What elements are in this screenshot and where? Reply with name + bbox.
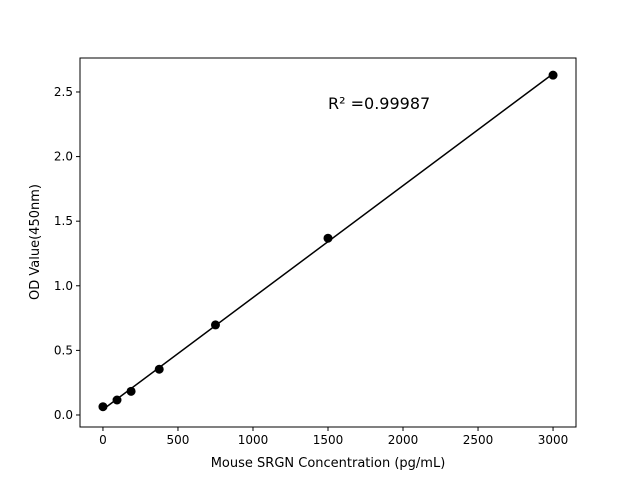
- x-tick-label: 500: [167, 433, 190, 447]
- data-point: [154, 364, 164, 374]
- y-tick-label: 2.0: [54, 150, 73, 164]
- x-axis-label: Mouse SRGN Concentration (pg/mL): [211, 456, 446, 471]
- data-point: [210, 320, 220, 330]
- y-tick-label: 1.0: [54, 279, 73, 293]
- x-tick-label: 3000: [538, 433, 569, 447]
- y-tick-label: 1.5: [54, 214, 73, 228]
- r-squared-annotation: R² =0.99987: [328, 94, 430, 113]
- y-tick-label: 0.5: [54, 343, 73, 357]
- data-point: [112, 395, 122, 405]
- y-tick-label: 0.0: [54, 408, 73, 422]
- data-point: [548, 70, 558, 80]
- y-tick-label: 2.5: [54, 85, 73, 99]
- x-tick-label: 2000: [388, 433, 419, 447]
- y-axis-label: OD Value(450nm): [28, 184, 43, 300]
- x-tick-label: 2500: [463, 433, 494, 447]
- data-point: [126, 386, 136, 396]
- x-tick-label: 0: [99, 433, 107, 447]
- data-point: [98, 402, 108, 412]
- data-point: [323, 233, 333, 243]
- x-tick-label: 1500: [313, 433, 344, 447]
- x-tick-label: 1000: [238, 433, 269, 447]
